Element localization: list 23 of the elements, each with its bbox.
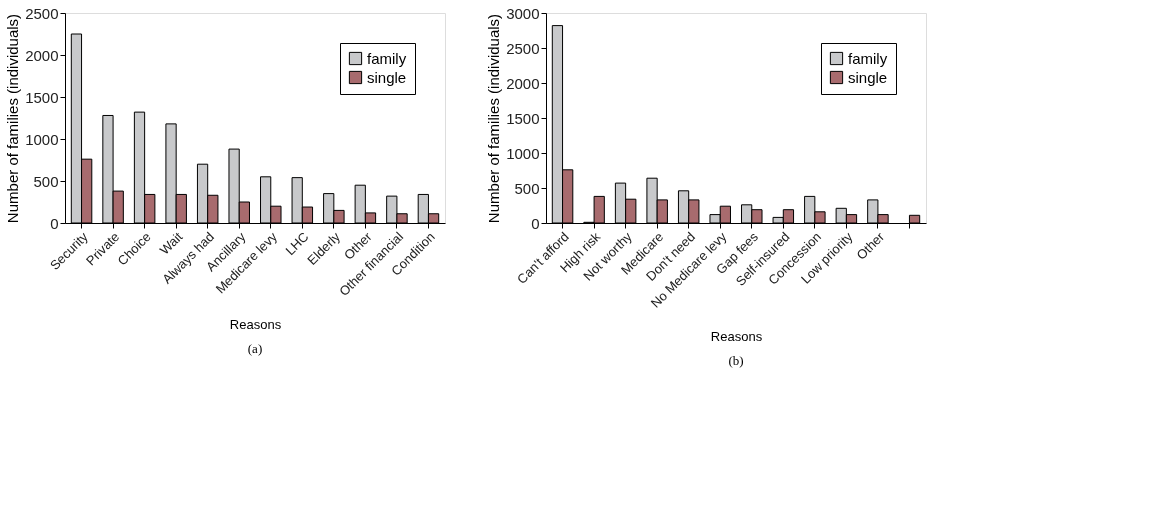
legend-label: single bbox=[367, 68, 407, 86]
y-axis-title: Number of families (individuals) bbox=[4, 13, 22, 224]
y-tick-label: 500 bbox=[33, 172, 59, 190]
y-tick-label: 1000 bbox=[506, 144, 540, 162]
x-axis-title: Reasons bbox=[710, 328, 763, 344]
legend-label: family bbox=[848, 49, 888, 67]
y-tick-label: 1000 bbox=[25, 130, 59, 148]
y-tick-label: 2000 bbox=[25, 46, 59, 64]
y-tick-label: 2500 bbox=[25, 4, 59, 22]
y-tick-label: 0 bbox=[50, 214, 59, 232]
y-tick-label: 2000 bbox=[506, 74, 540, 92]
x-axis-title: Reasons bbox=[229, 316, 282, 332]
y-axis-title: Number of families (individuals) bbox=[485, 13, 503, 224]
legend-label: family bbox=[367, 49, 407, 67]
legend-label: single bbox=[848, 68, 888, 86]
text: (b) bbox=[728, 353, 744, 369]
text: (a) bbox=[247, 341, 263, 357]
y-tick-label: 1500 bbox=[25, 88, 59, 106]
y-tick-label: 500 bbox=[514, 179, 540, 197]
y-tick-label: 0 bbox=[531, 214, 540, 232]
y-tick-label: 1500 bbox=[506, 109, 540, 127]
y-tick-label: 2500 bbox=[506, 39, 540, 57]
y-tick-label: 3000 bbox=[506, 4, 540, 22]
